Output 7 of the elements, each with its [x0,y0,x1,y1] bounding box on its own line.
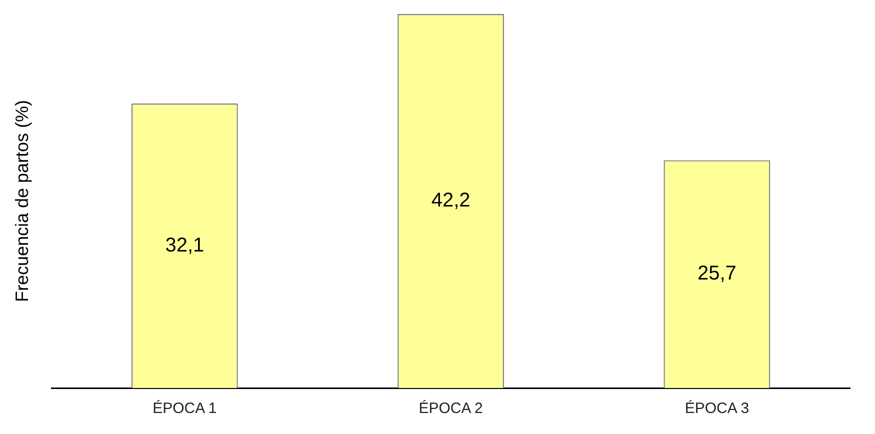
y-axis-title: Frecuencia de partos (%) [12,100,32,302]
x-tick-label: ÉPOCA 1 [152,399,217,418]
data-label: 25,7 [697,262,736,285]
x-tick-label: ÉPOCA 2 [418,399,483,418]
x-tick-label: ÉPOCA 3 [684,399,750,418]
data-label: 32,1 [165,234,204,256]
data-label: 42,2 [431,190,470,212]
